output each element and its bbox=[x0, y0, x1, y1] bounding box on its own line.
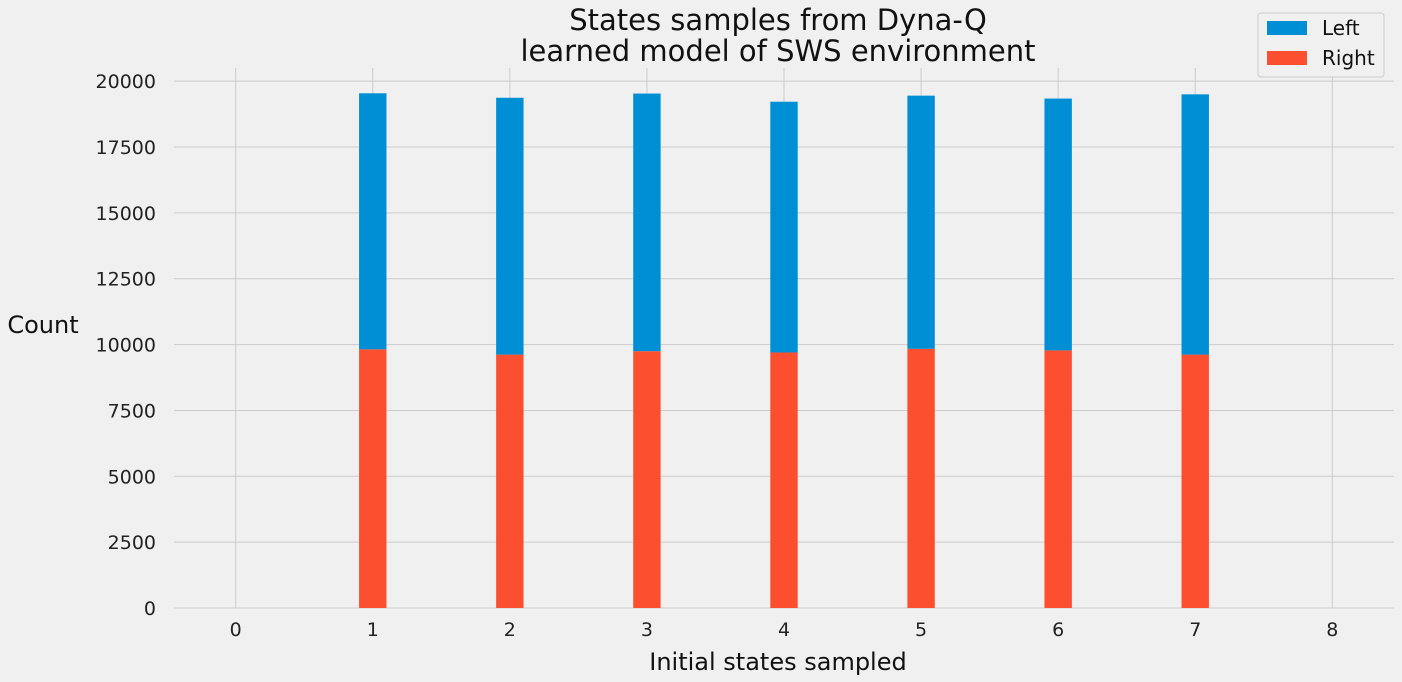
x-tick-label: 5 bbox=[915, 619, 927, 641]
y-tick-label: 17500 bbox=[96, 137, 156, 159]
x-tick-label: 4 bbox=[778, 619, 790, 641]
legend-label-right: Right bbox=[1322, 46, 1375, 70]
y-tick-labels: 0 2500 5000 7500 10000 12500 15000 17500 20000 bbox=[96, 71, 156, 620]
bar-left bbox=[1044, 98, 1072, 351]
bar-right bbox=[359, 349, 387, 608]
y-tick-label: 10000 bbox=[96, 335, 156, 357]
bar-left bbox=[633, 93, 661, 352]
x-tick-label: 6 bbox=[1052, 619, 1064, 641]
y-tick-label: 12500 bbox=[96, 269, 156, 291]
y-tick-label: 7500 bbox=[108, 400, 156, 422]
bar-right bbox=[496, 354, 524, 608]
chart-title-line-1: States samples from Dyna-Q bbox=[569, 3, 987, 37]
legend-label-left: Left bbox=[1322, 16, 1360, 40]
legend-swatch-left bbox=[1267, 21, 1307, 35]
x-tick-labels: 0 1 2 3 4 5 6 7 8 bbox=[230, 619, 1339, 641]
bar-left bbox=[1181, 94, 1209, 355]
y-tick-label: 5000 bbox=[108, 466, 156, 488]
y-tick-label: 15000 bbox=[96, 203, 156, 225]
y-axis-label: Count bbox=[7, 311, 78, 339]
legend-swatch-right bbox=[1267, 51, 1307, 65]
bar-right bbox=[1044, 350, 1072, 608]
x-axis-label: Initial states sampled bbox=[649, 648, 906, 676]
x-tick-label: 1 bbox=[367, 619, 379, 641]
y-tick-label: 20000 bbox=[96, 71, 156, 93]
x-tick-label: 3 bbox=[641, 619, 653, 641]
x-tick-label: 0 bbox=[230, 619, 242, 641]
legend: Left Right bbox=[1257, 12, 1385, 78]
bar-right bbox=[633, 351, 661, 608]
x-tick-label: 8 bbox=[1326, 619, 1338, 641]
bars bbox=[359, 93, 1209, 608]
chart-title-line-2: learned model of SWS environment bbox=[520, 34, 1035, 68]
bar-left bbox=[496, 97, 524, 355]
x-tick-label: 7 bbox=[1189, 619, 1201, 641]
y-tick-label: 2500 bbox=[108, 532, 156, 554]
bar-right bbox=[907, 348, 935, 608]
x-tick-label: 2 bbox=[504, 619, 516, 641]
bar-left bbox=[907, 95, 935, 349]
bar-right bbox=[1181, 354, 1209, 608]
bar-left bbox=[770, 101, 798, 353]
y-tick-label: 0 bbox=[144, 598, 156, 620]
bar-right bbox=[770, 352, 798, 608]
bar-left bbox=[359, 93, 387, 350]
